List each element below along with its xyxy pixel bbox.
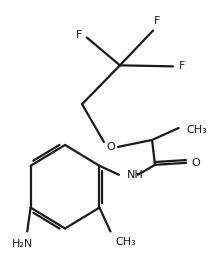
Text: CH₃: CH₃ bbox=[186, 125, 207, 135]
Text: NH: NH bbox=[127, 170, 143, 180]
Text: O: O bbox=[191, 158, 200, 168]
Text: F: F bbox=[76, 30, 82, 40]
Text: F: F bbox=[154, 15, 160, 26]
Text: H₂N: H₂N bbox=[12, 239, 33, 249]
Text: CH₃: CH₃ bbox=[115, 237, 136, 247]
Text: O: O bbox=[106, 142, 115, 152]
Text: F: F bbox=[178, 61, 185, 71]
